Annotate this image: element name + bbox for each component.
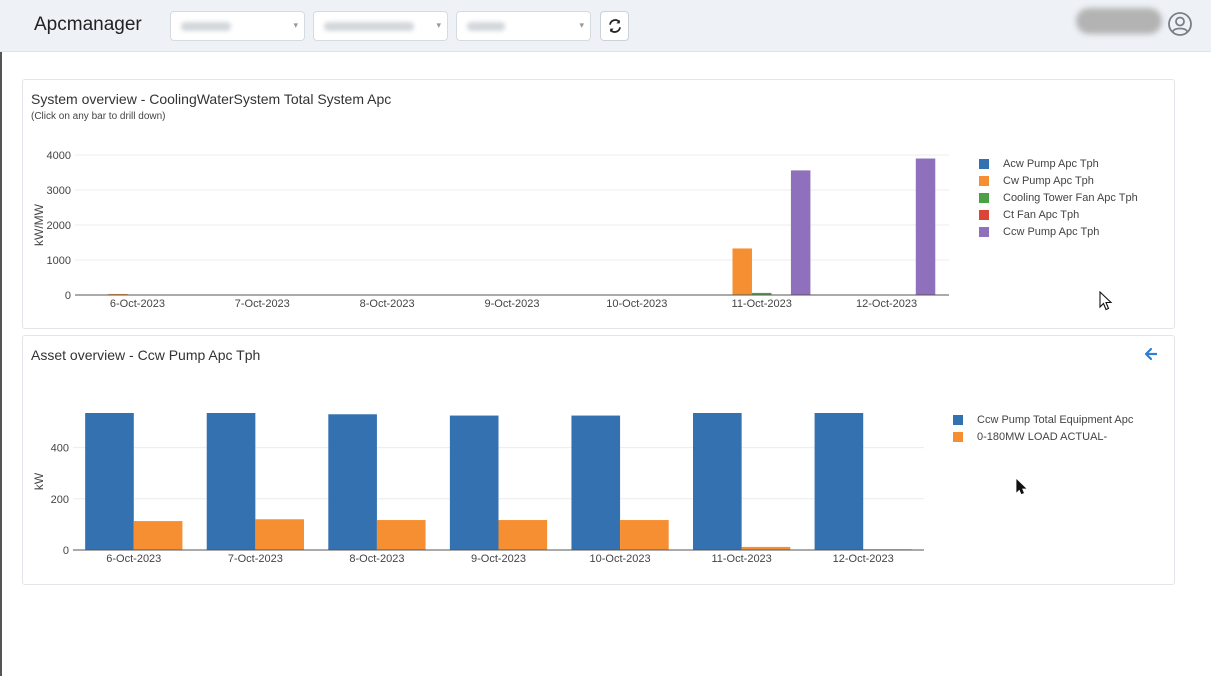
bar[interactable] xyxy=(915,158,936,296)
y-tick-label: 2000 xyxy=(47,220,71,232)
refresh-button[interactable] xyxy=(600,11,629,41)
y-tick-label: 0 xyxy=(65,290,71,302)
app-title[interactable]: Apcmanager xyxy=(34,14,142,35)
y-tick-label: 400 xyxy=(51,443,69,455)
y-tick-label: 0 xyxy=(63,545,69,557)
x-tick-label: 12-Oct-2023 xyxy=(856,298,917,310)
y-tick-label: 3000 xyxy=(47,185,71,197)
bar[interactable] xyxy=(790,170,811,295)
asset-chart-legend: Ccw Pump Total Equipment Apc 0-180MW LOAD… xyxy=(953,411,1133,445)
x-tick-label: 10-Oct-2023 xyxy=(589,553,650,565)
window-edge xyxy=(0,52,2,676)
x-tick-label: 7-Oct-2023 xyxy=(228,553,283,565)
legend-item[interactable]: Ct Fan Apc Tph xyxy=(979,207,1138,224)
legend-item[interactable]: Acw Pump Apc Tph xyxy=(979,155,1138,172)
bar[interactable] xyxy=(498,520,548,550)
x-tick-label: 6-Oct-2023 xyxy=(106,553,161,565)
legend-label: Ccw Pump Apc Tph xyxy=(1003,226,1100,239)
system-overview-panel: System overview - CoolingWaterSystem Tot… xyxy=(22,79,1175,329)
asset-panel-title: Asset overview - Ccw Pump Apc Tph xyxy=(31,347,261,363)
bar[interactable] xyxy=(449,415,499,550)
y-tick-label: 200 xyxy=(51,494,69,506)
top-bar: Apcmanager ▾ ▾ ▾ xyxy=(0,0,1211,52)
legend-label: Ccw Pump Total Equipment Apc xyxy=(977,413,1134,426)
legend-swatch xyxy=(953,431,963,442)
legend-item[interactable]: Ccw Pump Apc Tph xyxy=(979,224,1138,241)
y-tick-label: 1000 xyxy=(47,255,71,267)
y-tick-label: 4000 xyxy=(47,150,71,162)
chevron-down-icon: ▾ xyxy=(436,20,441,30)
bar[interactable] xyxy=(376,520,426,550)
bar[interactable] xyxy=(328,414,377,550)
redacted-value xyxy=(467,22,505,31)
legend-item[interactable]: Ccw Pump Total Equipment Apc xyxy=(953,411,1133,428)
legend-label: Ct Fan Apc Tph xyxy=(1003,209,1080,222)
legend-label: Acw Pump Apc Tph xyxy=(1003,157,1099,170)
user-name-redacted[interactable] xyxy=(1076,8,1162,34)
bar[interactable] xyxy=(255,519,304,550)
chevron-down-icon: ▾ xyxy=(579,20,584,30)
arrow-left-icon[interactable] xyxy=(1143,346,1159,362)
x-tick-label: 8-Oct-2023 xyxy=(349,553,404,565)
asset-overview-panel: Asset overview - Ccw Pump Apc Tph 0 200 40… xyxy=(22,335,1175,585)
system-panel-subtitle: (Click on any bar to drill down) xyxy=(31,111,166,122)
x-tick-label: 7-Oct-2023 xyxy=(235,298,290,310)
x-tick-label: 8-Oct-2023 xyxy=(360,298,415,310)
x-tick-label: 6-Oct-2023 xyxy=(110,298,165,310)
y-axis-title: kW/MW xyxy=(32,203,46,246)
x-tick-label: 11-Oct-2023 xyxy=(732,298,792,310)
chevron-down-icon: ▾ xyxy=(293,20,298,30)
system-panel-title: System overview - CoolingWaterSystem Tot… xyxy=(31,91,392,107)
legend-item[interactable]: Cooling Tower Fan Apc Tph xyxy=(979,189,1138,206)
bar[interactable] xyxy=(620,520,669,550)
bar[interactable] xyxy=(814,413,864,550)
unit-dropdown[interactable]: ▾ xyxy=(456,11,591,41)
system-chart-legend: Acw Pump Apc Tph Cw Pump Apc Tph Cooling T… xyxy=(979,155,1138,241)
legend-item[interactable]: 0-180MW LOAD ACTUAL- xyxy=(953,428,1133,445)
asset-overview-chart[interactable]: 0 200 400 kW 6-Oct-2023 7-Oct-2023 8-Oct-2023 9… xyxy=(23,336,963,576)
legend-label: 0-180MW LOAD ACTUAL- xyxy=(977,430,1108,443)
bar[interactable] xyxy=(751,292,772,295)
x-tick-label: 9-Oct-2023 xyxy=(484,298,539,310)
legend-label: Cw Pump Apc Tph xyxy=(1003,174,1094,187)
x-tick-label: 11-Oct-2023 xyxy=(711,553,771,565)
bar[interactable] xyxy=(693,413,742,550)
user-avatar-icon[interactable] xyxy=(1168,12,1192,36)
system-dropdown[interactable]: ▾ xyxy=(313,11,448,41)
redacted-value xyxy=(324,22,414,31)
legend-swatch xyxy=(979,227,989,238)
legend-swatch xyxy=(979,210,989,221)
bar[interactable] xyxy=(741,546,791,550)
legend-swatch xyxy=(979,192,989,203)
bar[interactable] xyxy=(571,415,621,550)
y-axis-title: kW xyxy=(32,472,46,490)
legend-swatch xyxy=(979,158,989,169)
bar[interactable] xyxy=(133,521,183,550)
legend-label: Cooling Tower Fan Apc Tph xyxy=(1003,191,1138,204)
legend-swatch xyxy=(979,175,989,186)
legend-item[interactable]: Cw Pump Apc Tph xyxy=(979,172,1138,189)
plant-dropdown[interactable]: ▾ xyxy=(170,11,305,41)
mouse-cursor-icon xyxy=(1099,291,1113,311)
x-tick-label: 10-Oct-2023 xyxy=(606,298,667,310)
refresh-icon xyxy=(608,19,621,33)
mouse-cursor-icon xyxy=(1016,479,1027,495)
bar[interactable] xyxy=(206,413,256,550)
x-tick-label: 12-Oct-2023 xyxy=(833,553,894,565)
x-tick-label: 9-Oct-2023 xyxy=(471,553,526,565)
legend-swatch xyxy=(953,414,963,425)
system-overview-chart[interactable]: 0 1000 2000 3000 4000 kW/MW 6-Oct-2023 7-Oct-20… xyxy=(23,80,983,320)
bar[interactable] xyxy=(108,293,128,295)
bar[interactable] xyxy=(732,248,752,295)
redacted-value xyxy=(181,22,231,31)
bar[interactable] xyxy=(85,413,134,550)
